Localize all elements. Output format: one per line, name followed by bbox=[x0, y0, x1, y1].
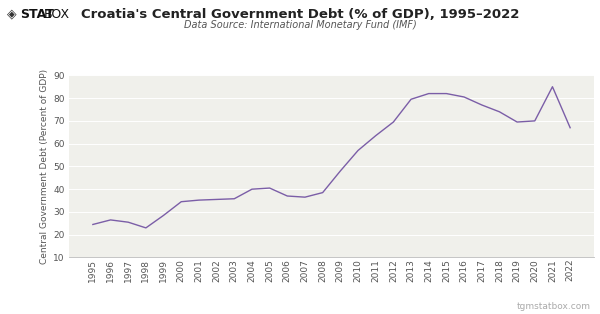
Y-axis label: Central Government Debt (Percent of GDP): Central Government Debt (Percent of GDP) bbox=[40, 69, 49, 264]
Text: Croatia's Central Government Debt (% of GDP), 1995–2022: Croatia's Central Government Debt (% of … bbox=[81, 8, 519, 21]
Text: tgmstatbox.com: tgmstatbox.com bbox=[517, 302, 591, 311]
Text: ◈: ◈ bbox=[7, 8, 17, 21]
Text: BOX: BOX bbox=[44, 8, 70, 21]
Text: Data Source: International Monetary Fund (IMF): Data Source: International Monetary Fund… bbox=[184, 20, 416, 30]
Text: STAT: STAT bbox=[20, 8, 53, 21]
